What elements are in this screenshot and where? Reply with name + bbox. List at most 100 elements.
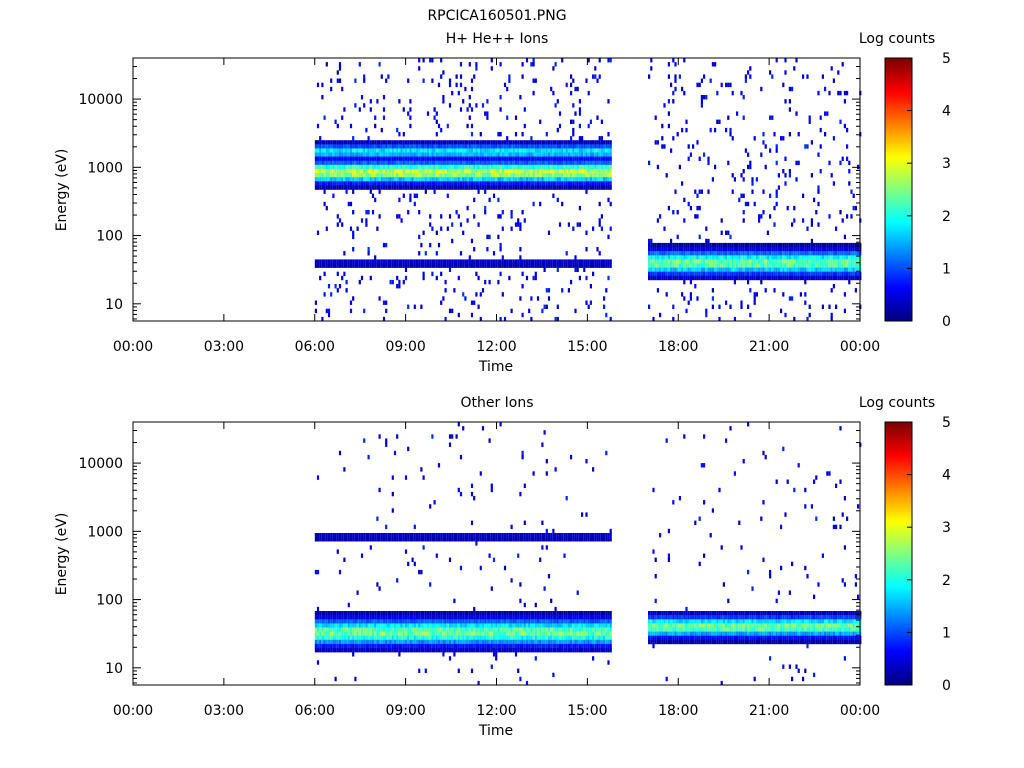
spectrogram-cell <box>554 259 557 264</box>
spectrogram-cell <box>413 263 416 268</box>
spectrogram-cell <box>854 275 857 281</box>
spectrogram-cell <box>420 537 423 542</box>
spectrogram-cell <box>451 222 454 227</box>
spectrogram-cell <box>345 169 348 174</box>
spectrogram-cell <box>352 189 355 194</box>
spectrogram-cell <box>356 537 359 542</box>
spectrogram-cell <box>325 537 328 542</box>
spectrogram-cell <box>503 148 507 153</box>
spectrogram-cell <box>369 156 372 161</box>
spectrogram-cell <box>678 275 681 281</box>
spectrogram-cell <box>488 173 491 178</box>
spectrogram-cell <box>435 615 438 620</box>
spectrogram-cell <box>479 160 482 166</box>
spectrogram-cell <box>404 164 408 170</box>
spectrogram-cell <box>325 611 328 616</box>
spectrogram-cell <box>541 308 544 314</box>
spectrogram-cell <box>547 173 551 178</box>
colorbar-segment <box>885 154 912 158</box>
spectrogram-cell <box>321 611 324 616</box>
spectrogram-cell <box>413 533 416 538</box>
spectrogram-cell <box>751 275 754 281</box>
spectrogram-cell <box>371 263 375 268</box>
spectrogram-cell <box>349 648 353 653</box>
spectrogram-cell <box>670 238 673 244</box>
spectrogram-cell <box>325 164 328 170</box>
spectrogram-cell <box>519 185 522 190</box>
spectrogram-cell <box>345 177 348 182</box>
spectrogram-cell <box>492 648 496 653</box>
spectrogram-cell <box>506 86 509 92</box>
spectrogram-cell <box>451 173 454 178</box>
spectrogram-cell <box>466 140 469 145</box>
spectrogram-cell <box>698 271 701 277</box>
spectrogram-cell <box>314 140 317 145</box>
spectrogram-cell <box>345 140 348 145</box>
spectrogram-cell <box>455 173 458 178</box>
spectrogram-cell <box>652 275 655 281</box>
spectrogram-cell <box>552 185 555 190</box>
spectrogram-cell <box>832 251 835 256</box>
spectrogram-cell <box>592 173 595 178</box>
spectrogram-cell <box>435 631 438 636</box>
spectrogram-cell <box>832 255 835 260</box>
spectrogram-cell <box>477 627 480 632</box>
spectrogram-cell <box>380 74 383 79</box>
spectrogram-cell <box>570 160 573 166</box>
spectrogram-cell <box>857 275 860 281</box>
spectrogram-cell <box>857 247 860 252</box>
spectrogram-cell <box>349 173 353 178</box>
spectrogram-cell <box>536 148 540 153</box>
spectrogram-cell <box>594 259 597 264</box>
spectrogram-cell <box>363 627 366 632</box>
spectrogram-cell <box>497 259 500 264</box>
spectrogram-cell <box>552 181 555 186</box>
spectrogram-cell <box>736 271 739 277</box>
spectrogram-cell <box>402 144 405 149</box>
spectrogram-cell <box>409 197 412 203</box>
spectrogram-cell <box>420 140 423 145</box>
spectrogram-cell <box>437 242 441 248</box>
spectrogram-cell <box>698 82 701 88</box>
spectrogram-cell <box>572 152 575 157</box>
spectrogram-cell <box>376 615 379 620</box>
spectrogram-cell <box>319 611 322 616</box>
spectrogram-cell <box>358 639 361 645</box>
spectrogram-cell <box>782 292 785 297</box>
spectrogram-cell <box>788 107 791 112</box>
spectrogram-cell <box>330 173 333 178</box>
spectrogram-cell <box>828 247 831 252</box>
spectrogram-cell <box>457 611 460 616</box>
spectrogram-cell <box>567 152 570 157</box>
spectrogram-cell <box>512 148 515 153</box>
spectrogram-cell <box>547 288 551 293</box>
spectrogram-cell <box>327 537 331 542</box>
spectrogram-cell <box>786 271 789 277</box>
spectrogram-cell <box>687 300 690 305</box>
spectrogram-cell <box>492 623 496 628</box>
spectrogram-cell <box>495 185 498 190</box>
spectrogram-cell <box>769 271 772 277</box>
spectrogram-cell <box>473 181 476 186</box>
spectrogram-cell <box>784 173 787 178</box>
spectrogram-cell <box>784 312 787 318</box>
spectrogram-cell <box>420 177 423 182</box>
spectrogram-cell <box>413 639 416 645</box>
spectrogram-cell <box>556 304 559 309</box>
spectrogram-cell <box>363 78 366 83</box>
spectrogram-cell <box>473 300 476 305</box>
spectrogram-cell <box>367 173 370 178</box>
spectrogram-cell <box>716 242 719 248</box>
spectrogram-cell <box>475 292 478 297</box>
spectrogram-cell <box>440 259 443 264</box>
spectrogram-cell <box>444 173 447 178</box>
spectrogram-cell <box>385 78 388 83</box>
spectrogram-cell <box>343 160 346 166</box>
spectrogram-cell <box>409 173 412 178</box>
spectrogram-cell <box>694 251 697 256</box>
spectrogram-cell <box>705 226 708 231</box>
spectrogram-cell <box>435 275 438 281</box>
spectrogram-cell <box>338 648 342 653</box>
spectrogram-cell <box>448 533 452 538</box>
spectrogram-cell <box>323 648 326 653</box>
